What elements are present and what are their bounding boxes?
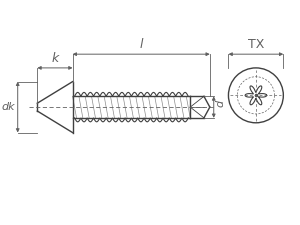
Text: d: d xyxy=(216,100,226,107)
Text: TX: TX xyxy=(248,38,264,51)
Text: dk: dk xyxy=(1,102,15,112)
Text: k: k xyxy=(51,52,58,65)
Text: l: l xyxy=(140,38,143,51)
